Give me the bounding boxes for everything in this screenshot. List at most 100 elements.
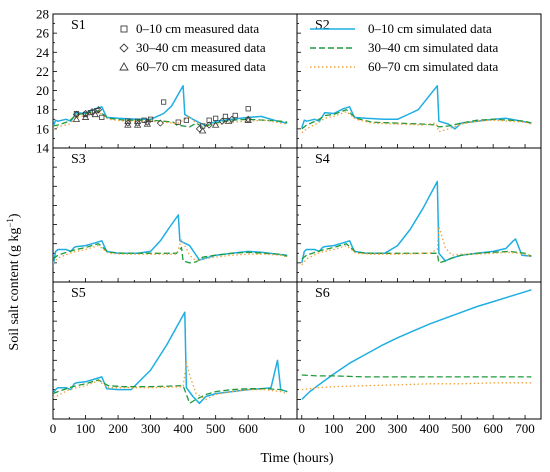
y-tick-label: 22	[36, 64, 49, 79]
legend-label: 30–40 cm simulated data	[368, 40, 499, 55]
measured-point-30-40	[195, 125, 203, 133]
legend-marker-square	[120, 25, 128, 33]
y-tick-label: 18	[36, 102, 49, 117]
series-group	[53, 214, 288, 267]
measured-point-60-70	[91, 110, 99, 118]
x-tick-label: 600	[238, 421, 258, 436]
series-line-60-70	[301, 382, 532, 391]
measured-point-0-10	[245, 106, 251, 112]
measured-point-60-70	[81, 113, 90, 120]
measured-point-30-40	[134, 119, 142, 127]
series-line-60-70	[301, 110, 532, 134]
x-tick-label: 100	[76, 421, 96, 436]
x-tick-label: 200	[108, 421, 128, 436]
measured-point-60-70	[133, 121, 142, 128]
panel-title: S1	[71, 18, 86, 33]
measured-point-60-70	[72, 115, 81, 122]
x-tick-label: 400	[173, 421, 193, 436]
x-tick-label: 300	[388, 421, 408, 436]
series-line-0-10	[301, 85, 532, 130]
x-tick-label: 100	[324, 421, 344, 436]
x-tick-label: 600	[483, 421, 503, 436]
measured-point-60-70	[143, 120, 152, 127]
panel-frame	[52, 281, 298, 420]
panel-title: S2	[315, 18, 330, 33]
panel-frame	[52, 147, 298, 283]
measured-point-30-40	[143, 118, 151, 126]
series-line-0-10	[301, 289, 532, 400]
legend-label: 60–70 cm simulated data	[368, 59, 499, 74]
y-tick-label: 26	[36, 26, 50, 41]
x-tick-label: 0	[50, 421, 57, 436]
legend-simulated: 0–10 cm simulated data 30–40 cm simulated…	[310, 21, 499, 74]
series-group	[53, 311, 288, 405]
x-tick-label: 500	[452, 421, 472, 436]
measured-point-0-10	[147, 116, 154, 122]
series-line-60-70	[301, 225, 532, 266]
measured-point-60-70	[224, 117, 233, 124]
measured-point-30-40	[124, 119, 132, 127]
measured-point-0-10	[175, 119, 181, 125]
measured-point-60-70	[211, 121, 220, 128]
y-tick-label: 24	[36, 45, 50, 60]
series-line-30-40	[53, 243, 288, 264]
measured-point-0-10	[232, 112, 238, 119]
legend-marker-diamond	[119, 43, 129, 53]
legend-marker-triangle	[119, 62, 129, 71]
x-tick-label: 0	[299, 421, 306, 436]
measured-point-0-10	[161, 99, 167, 105]
panel-s4: S4	[296, 147, 542, 283]
panel-frame	[296, 281, 542, 420]
legend-label: 0–10 cm measured data	[136, 21, 259, 36]
measured-point-30-40	[94, 106, 103, 114]
measured-point-0-10	[213, 115, 219, 121]
panel-s3: S3	[52, 147, 298, 283]
series-line-0-10	[53, 214, 288, 267]
measured-point-30-40	[72, 110, 80, 119]
x-axis-label: Time (hours)	[261, 451, 334, 466]
x-tick-label: 500	[206, 421, 226, 436]
measured-point-30-40	[81, 109, 90, 118]
measured-point-30-40	[205, 121, 213, 129]
y-tick-label: 16	[36, 121, 50, 136]
y-tick-label: 28	[36, 7, 49, 22]
panel-s6: 0 100 200 300 400 500 600 700 S6	[296, 281, 542, 436]
series-group	[301, 180, 532, 266]
series-line-30-40	[301, 374, 532, 378]
y-tick-label: 20	[36, 83, 49, 98]
series-group	[301, 289, 532, 400]
x-tick-label: 200	[356, 421, 376, 436]
measured-point-30-40	[218, 117, 226, 125]
measured-point-0-10	[134, 118, 141, 124]
panel-title: S4	[315, 152, 330, 167]
measured-point-60-70	[124, 121, 132, 128]
panel-title: S5	[71, 286, 86, 301]
measured-point-30-40	[88, 108, 96, 116]
legend-label: 30–40 cm measured data	[136, 40, 266, 55]
legend-measured: 0–10 cm measured data 30–40 cm measured d…	[119, 21, 266, 74]
x-tick-label: 300	[141, 421, 161, 436]
measured-point-30-40	[228, 115, 236, 123]
measured-point-0-10	[99, 114, 105, 120]
panel-title: S6	[315, 286, 330, 301]
measured-point-30-40	[156, 119, 164, 127]
y-tick-label: 14	[36, 141, 50, 156]
x-tick-label: 400	[420, 421, 440, 436]
series-group	[301, 85, 532, 134]
measured-point-0-10	[222, 113, 229, 120]
series-line-60-70	[53, 239, 288, 264]
panels: 14 16 18 20 22 24 26 28 S1 S2 S3 S4 0 100 200 300 400 500…	[36, 7, 542, 436]
legend-label: 0–10 cm simulated data	[368, 21, 492, 36]
y-axis-label: Soil salt content (g kg−1)	[5, 213, 22, 350]
series-line-0-10	[53, 85, 288, 128]
measured-point-60-70	[198, 126, 207, 134]
legend-label: 60–70 cm measured data	[136, 59, 266, 74]
panel-s5: 0 100 200 300 400 500 600 S5	[50, 281, 298, 436]
measured-point-60-70	[244, 116, 252, 123]
measured-point-0-10	[125, 118, 131, 124]
series-line-30-40	[301, 109, 532, 130]
series-line-30-40	[301, 243, 532, 264]
x-tick-label: 700	[515, 421, 535, 436]
series-line-30-40	[53, 379, 288, 404]
